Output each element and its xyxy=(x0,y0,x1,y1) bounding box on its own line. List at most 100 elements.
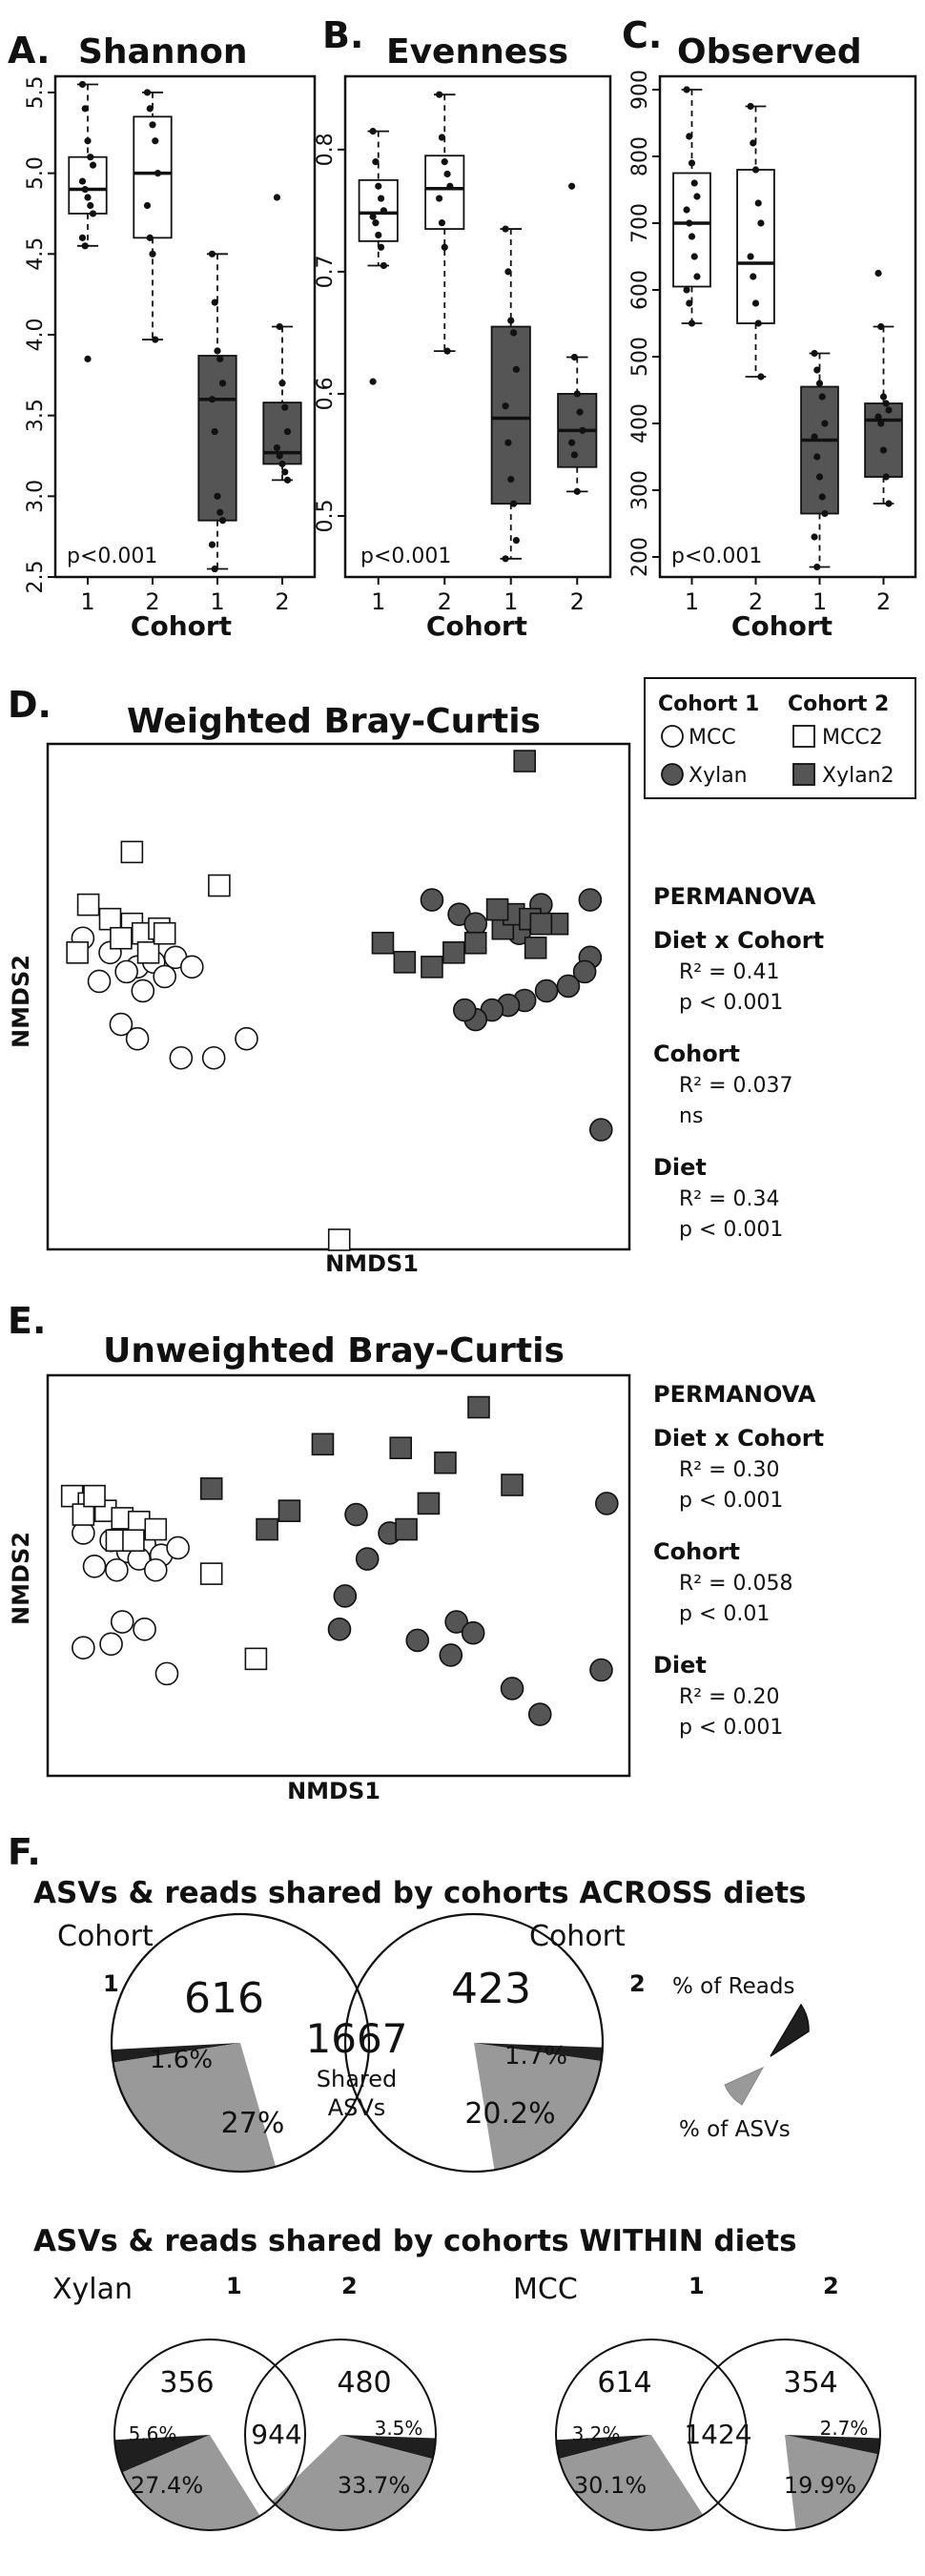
data-point xyxy=(686,219,693,227)
mcc2-point xyxy=(66,940,89,964)
data-point xyxy=(441,243,448,251)
data-point xyxy=(757,373,765,381)
mcc-point xyxy=(143,1557,168,1582)
xylan-point xyxy=(420,888,444,912)
panel-e: E. Unweighted Bray-Curtis NMDS2 NMDS1 PE… xyxy=(8,1300,824,1804)
panel-b-xlabel: Cohort xyxy=(426,610,527,642)
venn-xylan-c1: 1 xyxy=(226,2273,242,2299)
data-point xyxy=(441,158,448,166)
venn-xylan-left-asvs: 27.4% xyxy=(131,2472,203,2499)
permanova-d-title: PERMANOVA xyxy=(653,883,816,910)
panel-a-pvalue: p<0.001 xyxy=(67,545,157,568)
x-tick-label: 2 xyxy=(876,588,891,615)
data-point xyxy=(81,242,89,250)
panel-f: F. ASVs & reads shared by cohorts ACROSS… xyxy=(8,1831,881,2531)
data-point xyxy=(568,439,576,446)
venn-mcc-left-asvs: 30.1% xyxy=(574,2472,647,2499)
data-point xyxy=(211,299,218,306)
left-asvs-wedge xyxy=(122,2435,260,2530)
panel-e-ylabel: NMDS2 xyxy=(8,1532,34,1625)
data-point xyxy=(885,406,893,414)
venn-xylan-right-circle xyxy=(244,2339,437,2531)
panel-d-title: Weighted Bray-Curtis xyxy=(127,702,541,741)
panel-c-xlabel: Cohort xyxy=(731,610,832,642)
data-point xyxy=(570,353,579,361)
xylan-point xyxy=(589,1658,613,1682)
xylan-point xyxy=(572,959,597,984)
permanova-d-cohort-p: ns xyxy=(679,1104,703,1128)
data-point xyxy=(818,393,826,401)
xylan-point xyxy=(405,1628,430,1653)
xylan-point xyxy=(452,998,477,1022)
data-point xyxy=(149,121,156,129)
data-point xyxy=(87,201,94,210)
xylan-point xyxy=(439,1643,463,1667)
venn-across-asvs-word: ASVs xyxy=(328,2094,386,2121)
left-reads-wedge xyxy=(556,2435,651,2460)
venn-across-wedges xyxy=(112,2043,603,2172)
key-asvs-wedge xyxy=(724,2066,765,2106)
data-point xyxy=(573,487,581,495)
plot-frame xyxy=(343,74,612,579)
box-mcc-cohort-1 xyxy=(672,172,711,288)
panel-a-xlabel: Cohort xyxy=(131,610,232,642)
x-tick-label: 2 xyxy=(749,588,763,615)
right-reads-wedge xyxy=(340,2435,436,2460)
mcc-point xyxy=(154,1661,179,1686)
mcc-point xyxy=(109,1012,134,1037)
data-point xyxy=(877,322,885,331)
venn-across-left-circle xyxy=(110,1912,371,2174)
xylan-point xyxy=(527,1702,552,1726)
mcc2-point xyxy=(244,1647,268,1671)
mcc2-point xyxy=(199,1562,223,1585)
mcc-point xyxy=(201,1045,226,1070)
data-point xyxy=(89,161,97,169)
data-point xyxy=(882,473,890,481)
venn-mcc-c2: 2 xyxy=(823,2273,839,2299)
data-point xyxy=(882,400,890,407)
y-tick-label: 2.5 xyxy=(24,561,48,594)
y-tick-label: 300 xyxy=(628,470,652,510)
mcc-point xyxy=(110,1610,134,1634)
permanova-e-dietcohort-r2: R² = 0.30 xyxy=(679,1458,780,1482)
key-reads-wedge xyxy=(770,2003,810,2057)
xylan2-point xyxy=(256,1517,278,1541)
data-point xyxy=(818,493,826,501)
data-point xyxy=(688,159,696,167)
y-tick-label: 4.5 xyxy=(24,237,48,271)
data-point xyxy=(811,349,818,358)
data-point xyxy=(89,210,97,217)
data-point xyxy=(375,182,382,190)
data-point xyxy=(87,154,94,161)
venn-across-right-circle xyxy=(343,1912,605,2174)
data-point xyxy=(751,166,760,174)
data-point xyxy=(152,336,159,343)
data-point xyxy=(507,475,515,484)
x-tick-label: 1 xyxy=(80,588,94,615)
venn-mcc-left-circle xyxy=(555,2339,748,2531)
box-xylan-cohort-2 xyxy=(864,402,903,478)
data-point xyxy=(512,536,520,545)
xylan2-point xyxy=(463,931,487,955)
data-point xyxy=(152,137,159,145)
box-mcc-cohort-2 xyxy=(133,115,173,239)
data-point xyxy=(443,170,451,178)
legend-mcc: MCC xyxy=(689,726,736,750)
mcc-point xyxy=(131,979,155,1003)
legend-xylan2: Xylan2 xyxy=(822,764,894,788)
xylan2-point xyxy=(371,931,395,955)
mcc-point xyxy=(125,1026,150,1051)
panel-d: D. Weighted Bray-Curtis NMDS2 NMDS1 Coho… xyxy=(8,677,916,1277)
mcc-point xyxy=(82,1555,107,1578)
panel-b-label: B. xyxy=(322,14,363,56)
data-point xyxy=(208,250,216,258)
box-xylan-cohort-1 xyxy=(490,325,531,505)
observed-plot: 200 300 400 500 600 700 800 900 1 2 1 2 xyxy=(628,70,917,615)
mcc2-point xyxy=(327,1228,351,1251)
y-tick-label: 900 xyxy=(628,70,652,110)
data-point xyxy=(216,355,224,362)
data-point xyxy=(369,378,377,385)
permanova-e: PERMANOVA Diet x Cohort R² = 0.30 p < 0.… xyxy=(653,1381,824,1740)
venn-across: Cohort 1 Cohort 2 616 423 1667 Shared AS… xyxy=(57,1912,646,2174)
